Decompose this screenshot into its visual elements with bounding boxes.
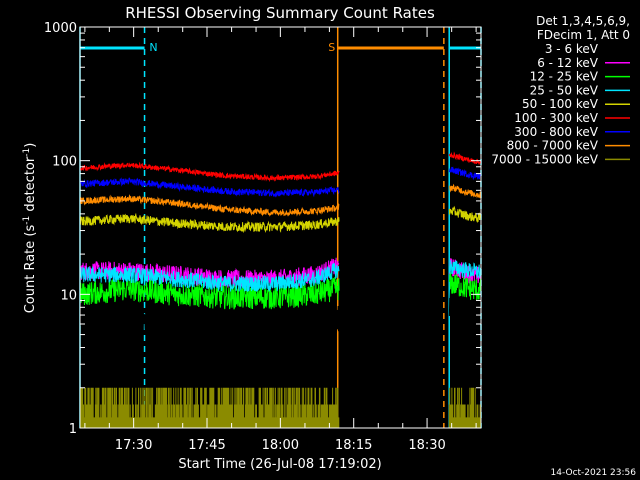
series-100-300-keV [79,151,482,183]
legend-entry: 6 - 12 keV [537,56,630,70]
x-tick-label: 18:30 [408,438,445,453]
chart-title: RHESSI Observing Summary Count Rates [125,4,435,22]
x-axis-label: Start Time (26-Jul-08 17:19:02) [178,457,381,472]
x-tick-label: 17:30 [115,438,152,453]
flag-label: N [149,41,157,54]
flag-label: S [328,41,335,54]
legend-header-line1: Det 1,3,4,5,6,9, [536,14,630,28]
series-line [79,205,482,234]
series-12-25-keV [79,272,482,310]
y-axis-label: Count Rate (s-1 detector-1) [22,143,38,314]
series-50-100-keV [79,205,482,234]
x-tick-label: 18:15 [335,438,372,453]
legend-label: 12 - 25 keV [530,70,599,84]
legend-label: 300 - 800 keV [514,125,598,139]
legend-entry: 7000 - 15000 keV [491,152,630,166]
legend-label: 800 - 7000 keV [507,139,599,153]
legend-entry: 100 - 300 keV [514,111,630,125]
y-tick-label: 1 [69,422,77,437]
legend-label: 3 - 6 keV [545,42,599,56]
legend-entry: 300 - 800 keV [514,125,630,139]
series-800-7000-keV [79,183,482,217]
x-tick-label: 18:00 [262,438,299,453]
flag-saa: S [328,27,445,428]
series-line [79,166,482,198]
series-line [79,183,482,217]
legend-entry: 800 - 7000 keV [507,139,630,153]
series-line [79,272,482,310]
legend-header-line2: FDecim 1, Att 0 [537,28,630,42]
legend-label: 50 - 100 keV [522,97,599,111]
x-axis: 17:30 17:45 18:00 18:15 18:30 [84,27,477,453]
y-axis-label-sup2: -1 [22,148,32,157]
y-axis-label-end: ) [23,143,38,148]
y-axis-label-mid: detector [23,156,38,216]
series-line [79,260,481,293]
legend-entry: 25 - 50 keV [530,83,630,97]
legend-label: 25 - 50 keV [530,83,599,97]
legend-label: 100 - 300 keV [514,111,598,125]
legend-entry: 3 - 6 keV [545,42,630,56]
legend-entry: 12 - 25 keV [530,70,630,84]
y-tick-label: 1000 [44,21,77,36]
y-axis: 1 10 100 1000 [44,21,481,437]
legend-label: 6 - 12 keV [537,56,599,70]
y-axis-label-sup1: -1 [22,216,32,225]
y-tick-label: 10 [60,288,77,303]
timestamp: 14-Oct-2021 23:56 [551,468,637,478]
series-25-50-keV [79,260,481,293]
legend-entry: 50 - 100 keV [522,97,630,111]
series-line [79,151,482,183]
series-300-800-keV [79,166,482,198]
y-tick-label: 100 [52,155,77,170]
x-tick-label: 17:45 [188,438,225,453]
y-axis-label-main: Count Rate (s [23,225,38,314]
legend-label: 7000 - 15000 keV [491,152,598,166]
